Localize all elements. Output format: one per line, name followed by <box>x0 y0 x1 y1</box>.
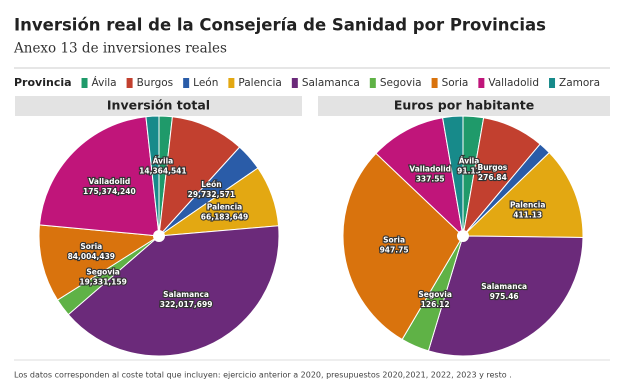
pie-slice <box>38 116 160 237</box>
legend-label: Ávila <box>92 76 117 89</box>
slice-name: Valladolid <box>409 165 451 174</box>
slice-value: 947.75 <box>380 246 409 255</box>
pie-center <box>457 230 469 242</box>
legend-label: Salamanca <box>302 77 360 89</box>
slice-value: 66,183,649 <box>201 213 248 222</box>
slice-name: Valladolid <box>89 177 131 186</box>
note: Los datos corresponden al coste total qu… <box>14 371 512 380</box>
legend-swatch <box>549 78 556 88</box>
pie-slice <box>145 115 160 237</box>
pie-slice <box>442 115 464 237</box>
slice-name: Palencia <box>510 200 545 209</box>
panel-header <box>15 96 302 116</box>
slice-name: Palencia <box>207 203 242 212</box>
slice-name: Soria <box>80 242 102 251</box>
legend-swatch <box>431 78 438 88</box>
slice-value: 91.13 <box>457 167 481 176</box>
pie-center <box>153 230 165 242</box>
pie-slice <box>375 117 464 238</box>
legend-swatch <box>126 78 133 88</box>
legend-label: León <box>193 77 218 89</box>
slice-name: Salamanca <box>163 290 209 299</box>
slice-value: 411.13 <box>513 210 542 219</box>
slice-name: Segovia <box>418 290 452 299</box>
slice-value: 175,374,240 <box>83 187 136 196</box>
slice-value: 126.12 <box>421 300 450 309</box>
pie-slice <box>427 235 584 357</box>
slice-value: 14,364,541 <box>139 167 186 176</box>
legend-label: Soria <box>442 77 469 89</box>
pie-slice <box>342 152 464 341</box>
slice-name: Ávila <box>459 157 480 166</box>
slice-name: Soria <box>383 236 405 245</box>
pie-slice <box>158 116 241 238</box>
slice-name: Salamanca <box>481 282 527 291</box>
legend-label: Valladolid <box>488 77 539 89</box>
slice-value: 29,732,571 <box>188 190 235 199</box>
legend-label: Burgos <box>137 77 174 89</box>
slice-name: Burgos <box>477 163 507 172</box>
legend-swatch <box>478 78 485 88</box>
slice-value: 84,004,439 <box>68 252 115 261</box>
slice-value: 19,331,159 <box>79 277 126 286</box>
legend-label: Palencia <box>238 77 281 89</box>
legend-swatch <box>228 78 235 88</box>
panel-header <box>318 96 610 116</box>
legend-swatch <box>369 78 376 88</box>
legend-swatch <box>291 78 298 88</box>
slice-value: 337.55 <box>416 175 445 184</box>
legend-label: Zamora <box>559 77 600 89</box>
legend-label: Segovia <box>380 77 422 89</box>
slice-name: Segovia <box>86 267 120 276</box>
legend-swatch <box>183 78 190 88</box>
pie-slice <box>38 224 161 301</box>
slice-name: León <box>201 180 221 189</box>
subtitle: Anexo 13 de inversiones reales <box>13 41 227 57</box>
slice-value: 975.46 <box>490 292 519 301</box>
panel-title: Inversión total <box>107 98 210 113</box>
slice-value: 276.84 <box>478 173 507 182</box>
title: Inversión real de la Consejería de Sanid… <box>14 16 546 35</box>
slice-value: 322,017,699 <box>160 300 213 309</box>
panel-title: Euros por habitante <box>394 98 534 113</box>
slice-name: Ávila <box>153 157 174 166</box>
legend-title: Provincia <box>14 76 72 89</box>
pie-slice <box>67 225 280 357</box>
legend-swatch <box>81 78 88 88</box>
pie-slice <box>461 151 584 238</box>
